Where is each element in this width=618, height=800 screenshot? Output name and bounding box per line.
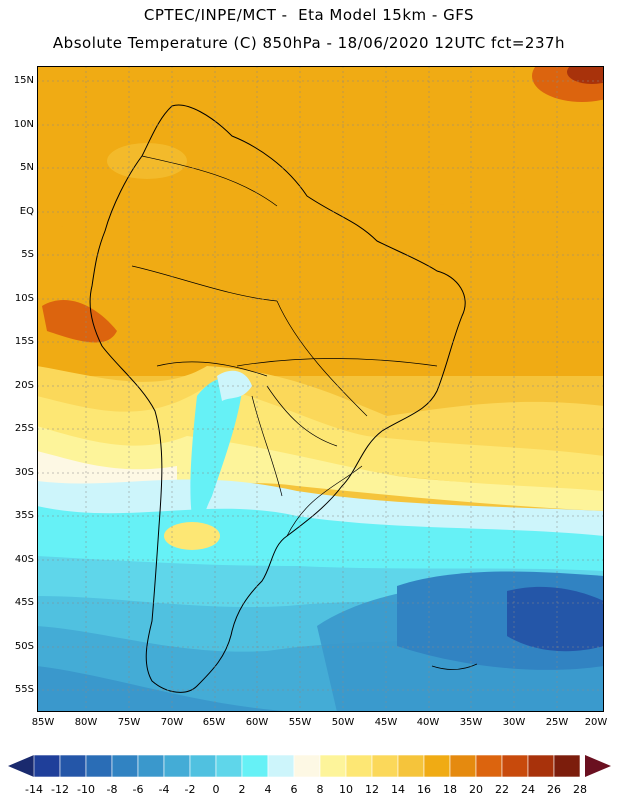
lon-label: 20W (584, 717, 608, 728)
colorbar-cell (371, 754, 399, 778)
colorbar-tick-label: -4 (158, 783, 170, 796)
colorbar-legend (8, 754, 611, 778)
lat-label: 45S (14, 597, 34, 608)
colorbar-cell (475, 754, 503, 778)
colorbar-tick-label: -2 (184, 783, 196, 796)
lat-label: 55S (14, 684, 34, 695)
lat-label: 30S (14, 467, 34, 478)
colorbar-cell (189, 754, 217, 778)
colorbar-cell (241, 754, 269, 778)
colorbar-tick-label: 22 (495, 783, 509, 796)
colorbar-tick-label: 12 (365, 783, 379, 796)
colorbar-tick-label: -14 (25, 783, 43, 796)
colorbar-over-arrow (585, 755, 611, 777)
colorbar-tick-label: 20 (469, 783, 483, 796)
lat-label: 5S (21, 249, 34, 260)
lon-label: 65W (202, 717, 226, 728)
colorbar-cell (163, 754, 191, 778)
colorbar-tick-label: 16 (417, 783, 431, 796)
colorbar-cell (267, 754, 295, 778)
colorbar-cell (397, 754, 425, 778)
lat-label: 5N (20, 162, 34, 173)
lon-label: 55W (288, 717, 312, 728)
colorbar-tick-label: 24 (521, 783, 535, 796)
lat-label: 15S (14, 336, 34, 347)
colorbar-cell (501, 754, 529, 778)
colorbar-cell (137, 754, 165, 778)
colorbar-cell (215, 754, 243, 778)
colorbar-tick-label: -10 (77, 783, 95, 796)
lat-label: 15N (13, 75, 34, 86)
lat-label: EQ (19, 206, 34, 217)
colorbar-cell (33, 754, 61, 778)
lon-label: 60W (245, 717, 269, 728)
colorbar-tick-label: 6 (290, 783, 298, 796)
colorbar-tick-label: -12 (51, 783, 69, 796)
temperature-map (37, 66, 604, 712)
colorbar-tick-label: 8 (316, 783, 324, 796)
colorbar-cell (85, 754, 113, 778)
colorbar-cell (111, 754, 139, 778)
lat-label: 40S (14, 554, 34, 565)
colorbar-tick-label: 4 (264, 783, 272, 796)
colorbar-tick-label: 14 (391, 783, 405, 796)
colorbar-cell (345, 754, 373, 778)
lon-label: 85W (31, 717, 55, 728)
lon-label: 35W (459, 717, 483, 728)
colorbar-under-arrow (8, 755, 34, 777)
colorbar-tick-label: -8 (106, 783, 118, 796)
lat-label: 35S (14, 510, 34, 521)
colorbar-tick-label: 18 (443, 783, 457, 796)
colorbar-tick-label: 2 (238, 783, 246, 796)
lon-label: 30W (502, 717, 526, 728)
colorbar-cell (293, 754, 321, 778)
lon-label: 25W (545, 717, 569, 728)
chart-title-line1: CPTEC/INPE/MCT - Eta Model 15km - GFS (143, 6, 475, 24)
lon-label: 80W (74, 717, 98, 728)
colorbar-tick-label: 26 (547, 783, 561, 796)
colorbar-cell (449, 754, 477, 778)
lat-label: 20S (14, 380, 34, 391)
colorbar-tick-label: 0 (212, 783, 220, 796)
colorbar-cell (423, 754, 451, 778)
lon-label: 75W (117, 717, 141, 728)
colorbar-cell (319, 754, 347, 778)
colorbar-tick-label: 28 (573, 783, 587, 796)
colorbar-tick-label: 10 (339, 783, 353, 796)
colorbar-cell (59, 754, 87, 778)
chart-title-line2: Absolute Temperature (C) 850hPa - 18/06/… (52, 34, 566, 52)
lon-label: 50W (331, 717, 355, 728)
lat-label: 25S (14, 423, 34, 434)
lat-label: 50S (14, 641, 34, 652)
lon-label: 70W (160, 717, 184, 728)
colorbar-cell (527, 754, 555, 778)
colorbar-tick-label: -6 (132, 783, 144, 796)
lat-label: 10N (13, 119, 34, 130)
lat-label: 10S (14, 293, 34, 304)
lon-label: 40W (416, 717, 440, 728)
colorbar-cell (553, 754, 581, 778)
lon-label: 45W (374, 717, 398, 728)
